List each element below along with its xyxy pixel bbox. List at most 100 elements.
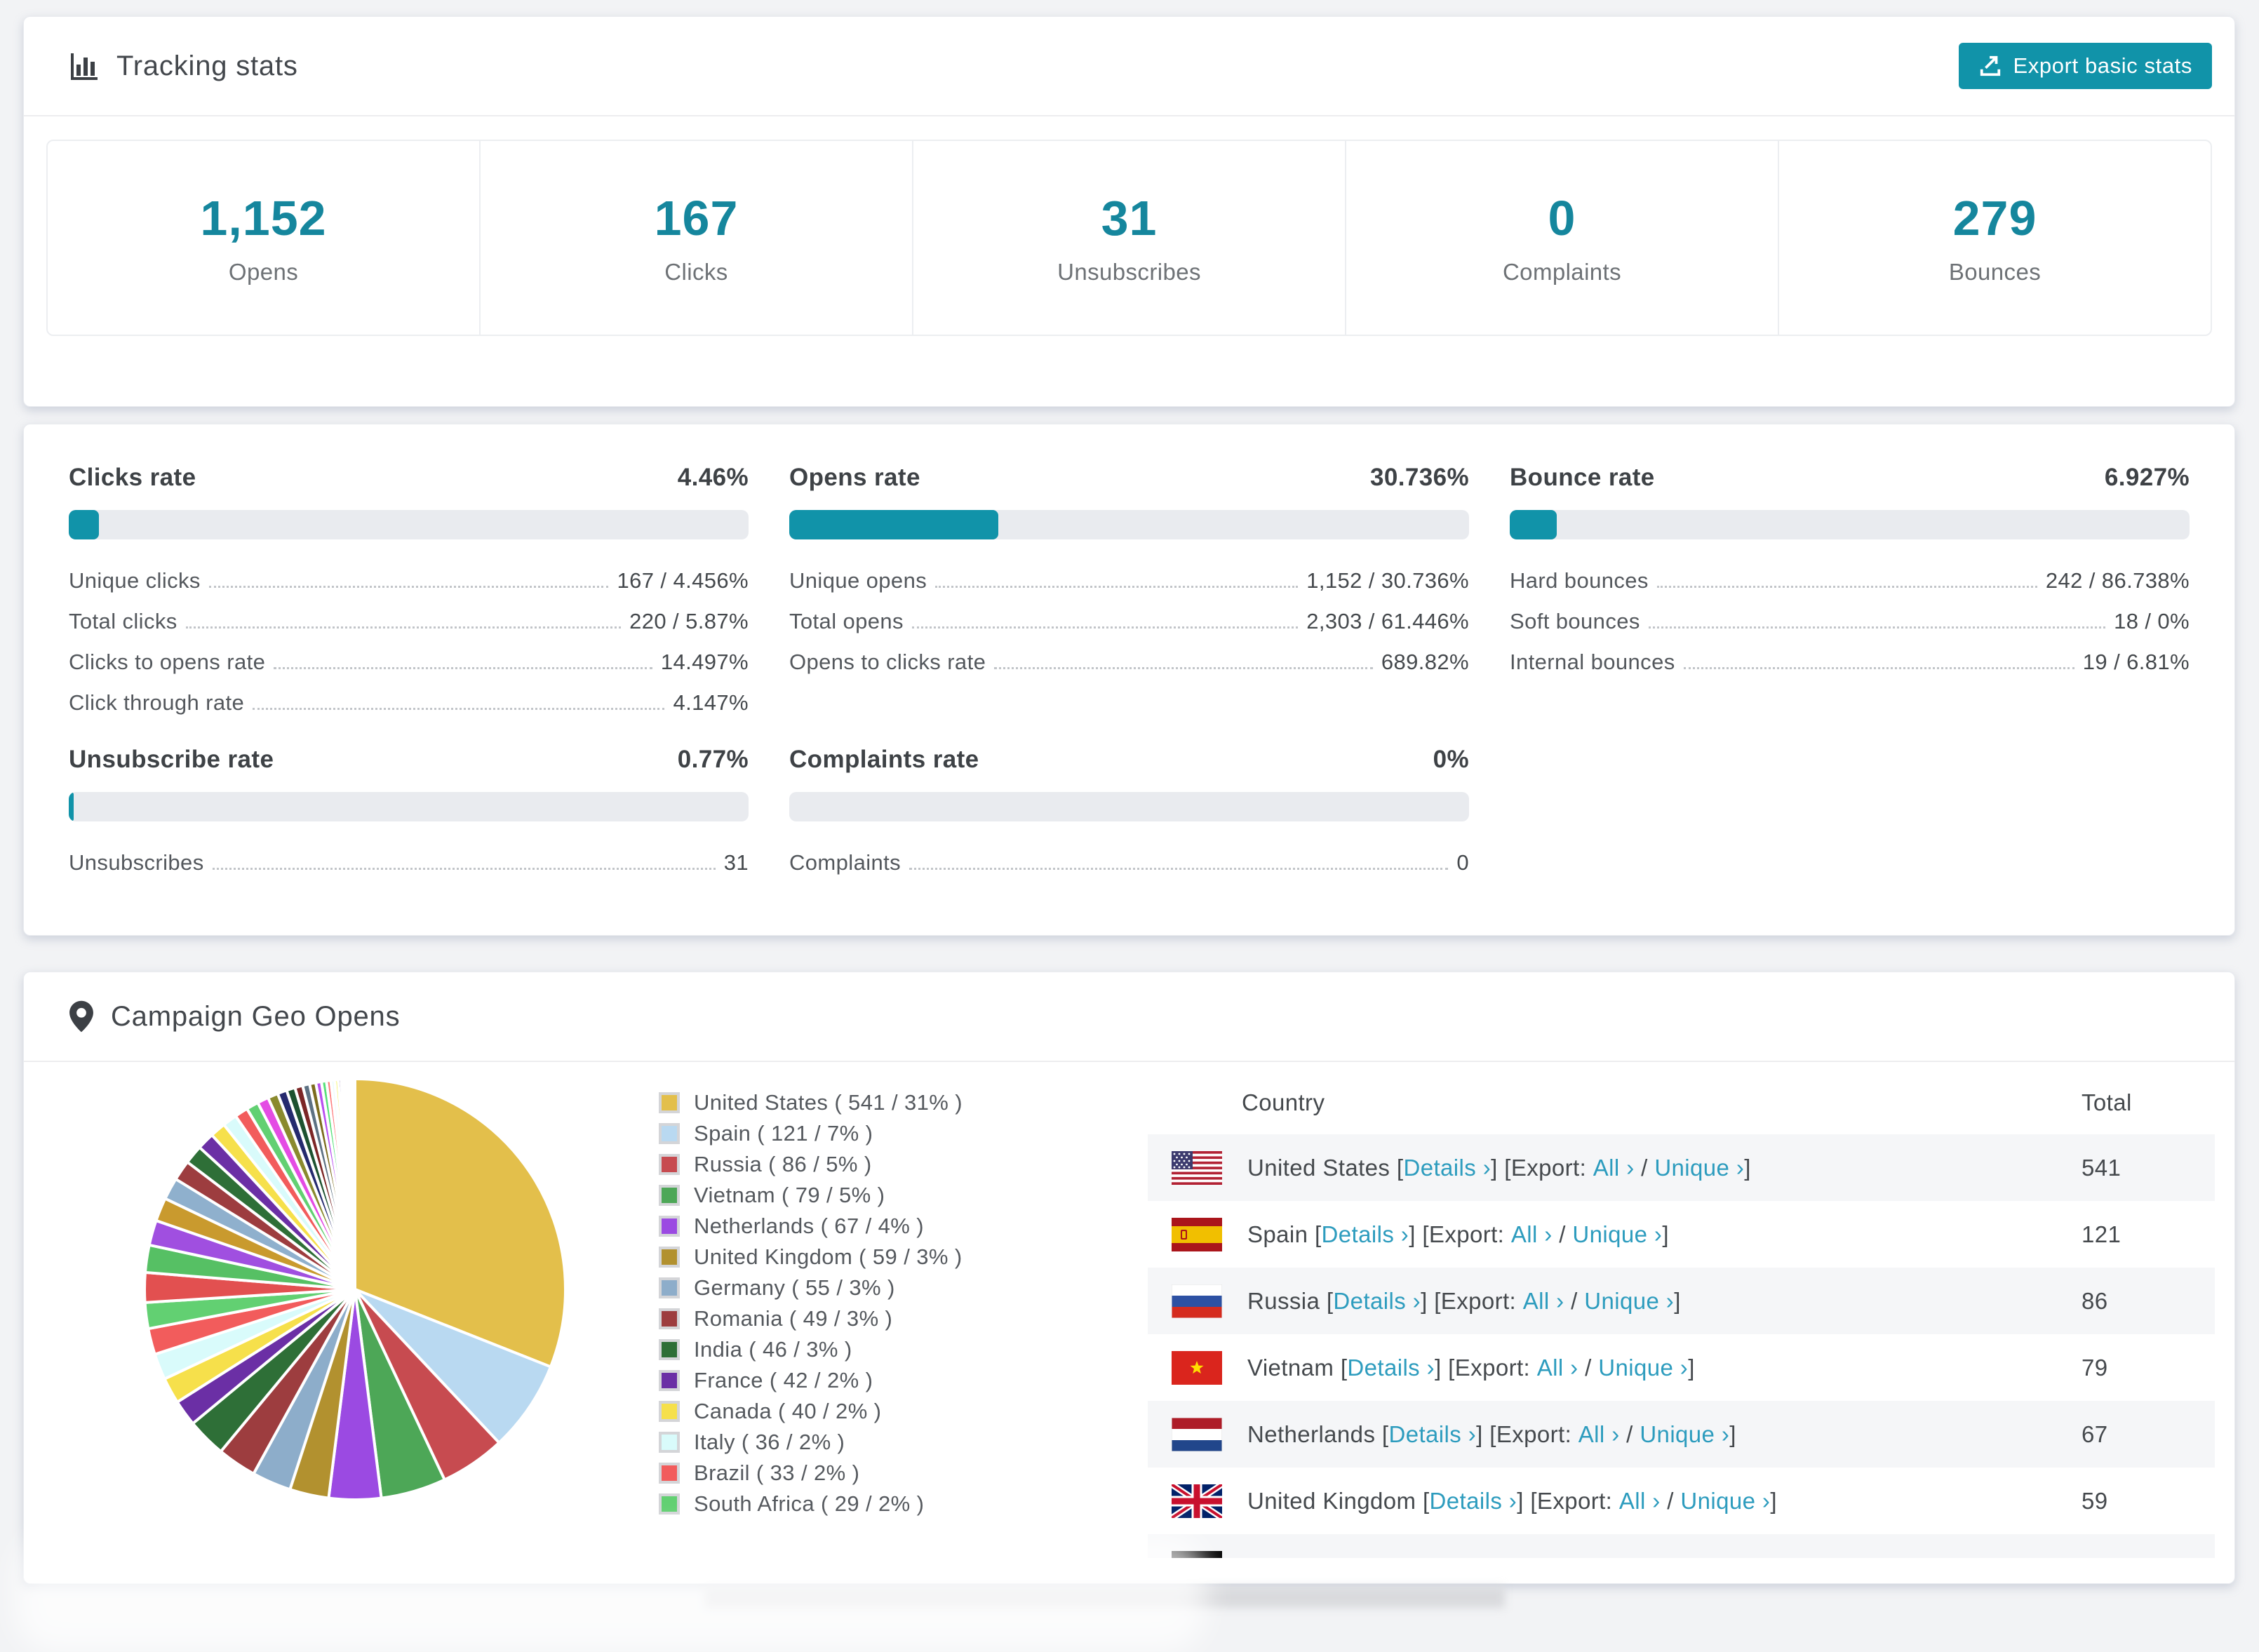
slash-separator: / — [1589, 1554, 1609, 1559]
progress-track — [69, 792, 749, 821]
legend-swatch — [659, 1401, 680, 1422]
export-all-link[interactable]: All › — [1510, 1221, 1553, 1247]
legend-swatch — [659, 1277, 680, 1298]
dotted-leader — [185, 626, 622, 629]
rate-row-value: 242 / 86.738% — [2045, 568, 2190, 593]
rate-value: 0% — [1433, 746, 1469, 773]
export-unique-link[interactable]: Unique › — [1680, 1487, 1771, 1514]
export-prefix: Export: — [1466, 1554, 1548, 1559]
stat-label: Bounces — [1948, 259, 2042, 285]
rate-row-value: 2,303 / 61.446% — [1306, 609, 1469, 633]
stat-cell-bounces: 279 Bounces — [1778, 141, 2211, 335]
progress-fill — [789, 510, 998, 539]
rate-row-value: 31 — [723, 850, 749, 875]
rate-rows: Unsubscribes 31 — [69, 842, 749, 883]
legend-label: Brazil ( 33 / 2% ) — [694, 1460, 860, 1485]
country-name: United States — [1247, 1154, 1390, 1181]
rate-row-value: 689.82% — [1381, 650, 1469, 674]
rate-section-head: Opens rate 30.736% — [789, 464, 1469, 492]
slash-separator: / — [1660, 1487, 1681, 1514]
export-all-link[interactable]: All › — [1548, 1554, 1589, 1559]
legend-label: United States ( 541 / 31% ) — [694, 1090, 963, 1115]
total-cell: 121 — [2082, 1221, 2121, 1247]
export-all-link[interactable]: All › — [1578, 1421, 1620, 1447]
stat-value: 1,152 — [200, 191, 327, 246]
total-cell: 55 — [2082, 1554, 2215, 1559]
rate-row: Total clicks 220 / 5.87% — [69, 601, 749, 642]
country-cell: Russia [Details ›] [Export: All › / Uniq… — [1148, 1284, 2082, 1318]
bracket-open: [ — [1416, 1487, 1430, 1514]
details-link[interactable]: Details › — [1347, 1354, 1435, 1381]
details-link[interactable]: Details › — [1333, 1287, 1421, 1314]
bracket-close-open: ] [ — [1491, 1154, 1511, 1181]
legend-item: Spain ( 121 / 7% ) — [659, 1118, 963, 1149]
rate-section: Unsubscribe rate 0.77% Unsubscribes 31 — [69, 746, 749, 883]
bracket-open: [ — [1375, 1421, 1389, 1447]
details-link[interactable]: Details › — [1403, 1154, 1492, 1181]
country-cell: Netherlands [Details ›] [Export: All › /… — [1148, 1417, 2082, 1451]
table-row: Netherlands [Details ›] [Export: All › /… — [1148, 1401, 2215, 1468]
rate-row-label: Total clicks — [69, 609, 177, 633]
us-flag-icon — [1172, 1150, 1222, 1185]
legend-swatch — [659, 1432, 680, 1453]
rate-title: Opens rate — [789, 464, 920, 491]
progress-track — [69, 510, 749, 539]
legend-item: Canada ( 40 / 2% ) — [659, 1396, 963, 1427]
geo-table: Country Total United States [Details ›] … — [1148, 1062, 2215, 1558]
rate-row-label: Clicks to opens rate — [69, 650, 266, 674]
rate-row: Unique opens 1,152 / 30.736% — [789, 560, 1469, 601]
rates-grid: Clicks rate 4.46% Unique clicks 167 / 4.456… — [24, 424, 2234, 883]
stat-cell-clicks: 167 Clicks — [479, 141, 912, 335]
rate-row-value: 18 / 0% — [2114, 609, 2190, 633]
page-title: Tracking stats — [116, 50, 298, 81]
legend-label: South Africa ( 29 / 2% ) — [694, 1491, 925, 1516]
legend-item: Italy ( 36 / 2% ) — [659, 1427, 963, 1458]
stat-value: 0 — [1548, 191, 1576, 246]
details-link[interactable]: Details › — [1321, 1221, 1409, 1247]
dotted-leader — [935, 585, 1299, 588]
export-unique-link[interactable]: Unique › — [1598, 1354, 1689, 1381]
export-unique-link[interactable]: Unique › — [1654, 1154, 1745, 1181]
pie-legend: United States ( 541 / 31% ) Spain ( 121 /… — [659, 1087, 963, 1519]
bracket-close-open: ] [ — [1476, 1421, 1496, 1447]
country-cell: United States [Details ›] [Export: All ›… — [1148, 1150, 2082, 1185]
rate-section-head: Complaints rate 0% — [789, 746, 1469, 774]
export-unique-link[interactable]: Unique › — [1584, 1287, 1675, 1314]
rate-value: 0.77% — [677, 746, 749, 773]
country-name: Russia — [1247, 1287, 1320, 1314]
slash-separator: / — [1578, 1354, 1599, 1381]
bracket-close-open: ] [ — [1409, 1221, 1429, 1247]
export-all-link[interactable]: All › — [1618, 1487, 1661, 1514]
rate-section: Bounce rate 6.927% Hard bounces 242 / 86.73… — [1510, 464, 2190, 723]
legend-label: Romania ( 49 / 3% ) — [694, 1306, 893, 1331]
bracket-close: ] — [1688, 1354, 1695, 1381]
geo-title: Campaign Geo Opens — [111, 1000, 401, 1032]
export-unique-link[interactable]: Unique › — [1572, 1221, 1663, 1247]
rate-row: Click through rate 4.147% — [69, 683, 749, 723]
details-link[interactable]: Details › — [1388, 1421, 1477, 1447]
export-basic-stats-button[interactable]: Export basic stats — [1958, 43, 2212, 89]
export-unique-link[interactable]: Unique › — [1640, 1421, 1730, 1447]
rate-title: Complaints rate — [789, 746, 979, 773]
bracket-open: [ — [1308, 1221, 1322, 1247]
export-all-link[interactable]: All › — [1593, 1154, 1635, 1181]
bracket-open: [ — [1390, 1154, 1404, 1181]
details-link[interactable]: Details › — [1429, 1487, 1517, 1514]
dotted-leader — [911, 626, 1299, 629]
rate-rows: Unique clicks 167 / 4.456% Total clicks 220… — [69, 560, 749, 723]
export-all-link[interactable]: All › — [1536, 1354, 1578, 1381]
legend-swatch — [659, 1493, 680, 1515]
export-all-link[interactable]: All › — [1522, 1287, 1564, 1314]
stat-label: Complaints — [1502, 259, 1622, 285]
bottom-shadow-band — [705, 1587, 1505, 1608]
export-prefix: Export: — [1536, 1487, 1619, 1514]
export-unique-link[interactable]: Unique › — [1609, 1554, 1699, 1559]
table-row: Spain [Details ›] [Export: All › / Uniqu… — [1148, 1201, 2215, 1268]
dotted-leader — [274, 666, 652, 669]
rate-title: Clicks rate — [69, 464, 196, 491]
legend-label: Italy ( 36 / 2% ) — [694, 1430, 845, 1454]
details-link[interactable]: Details › — [1358, 1554, 1446, 1559]
legend-swatch — [659, 1247, 680, 1268]
bar-chart-icon — [69, 51, 100, 81]
legend-item: India ( 46 / 3% ) — [659, 1334, 963, 1365]
